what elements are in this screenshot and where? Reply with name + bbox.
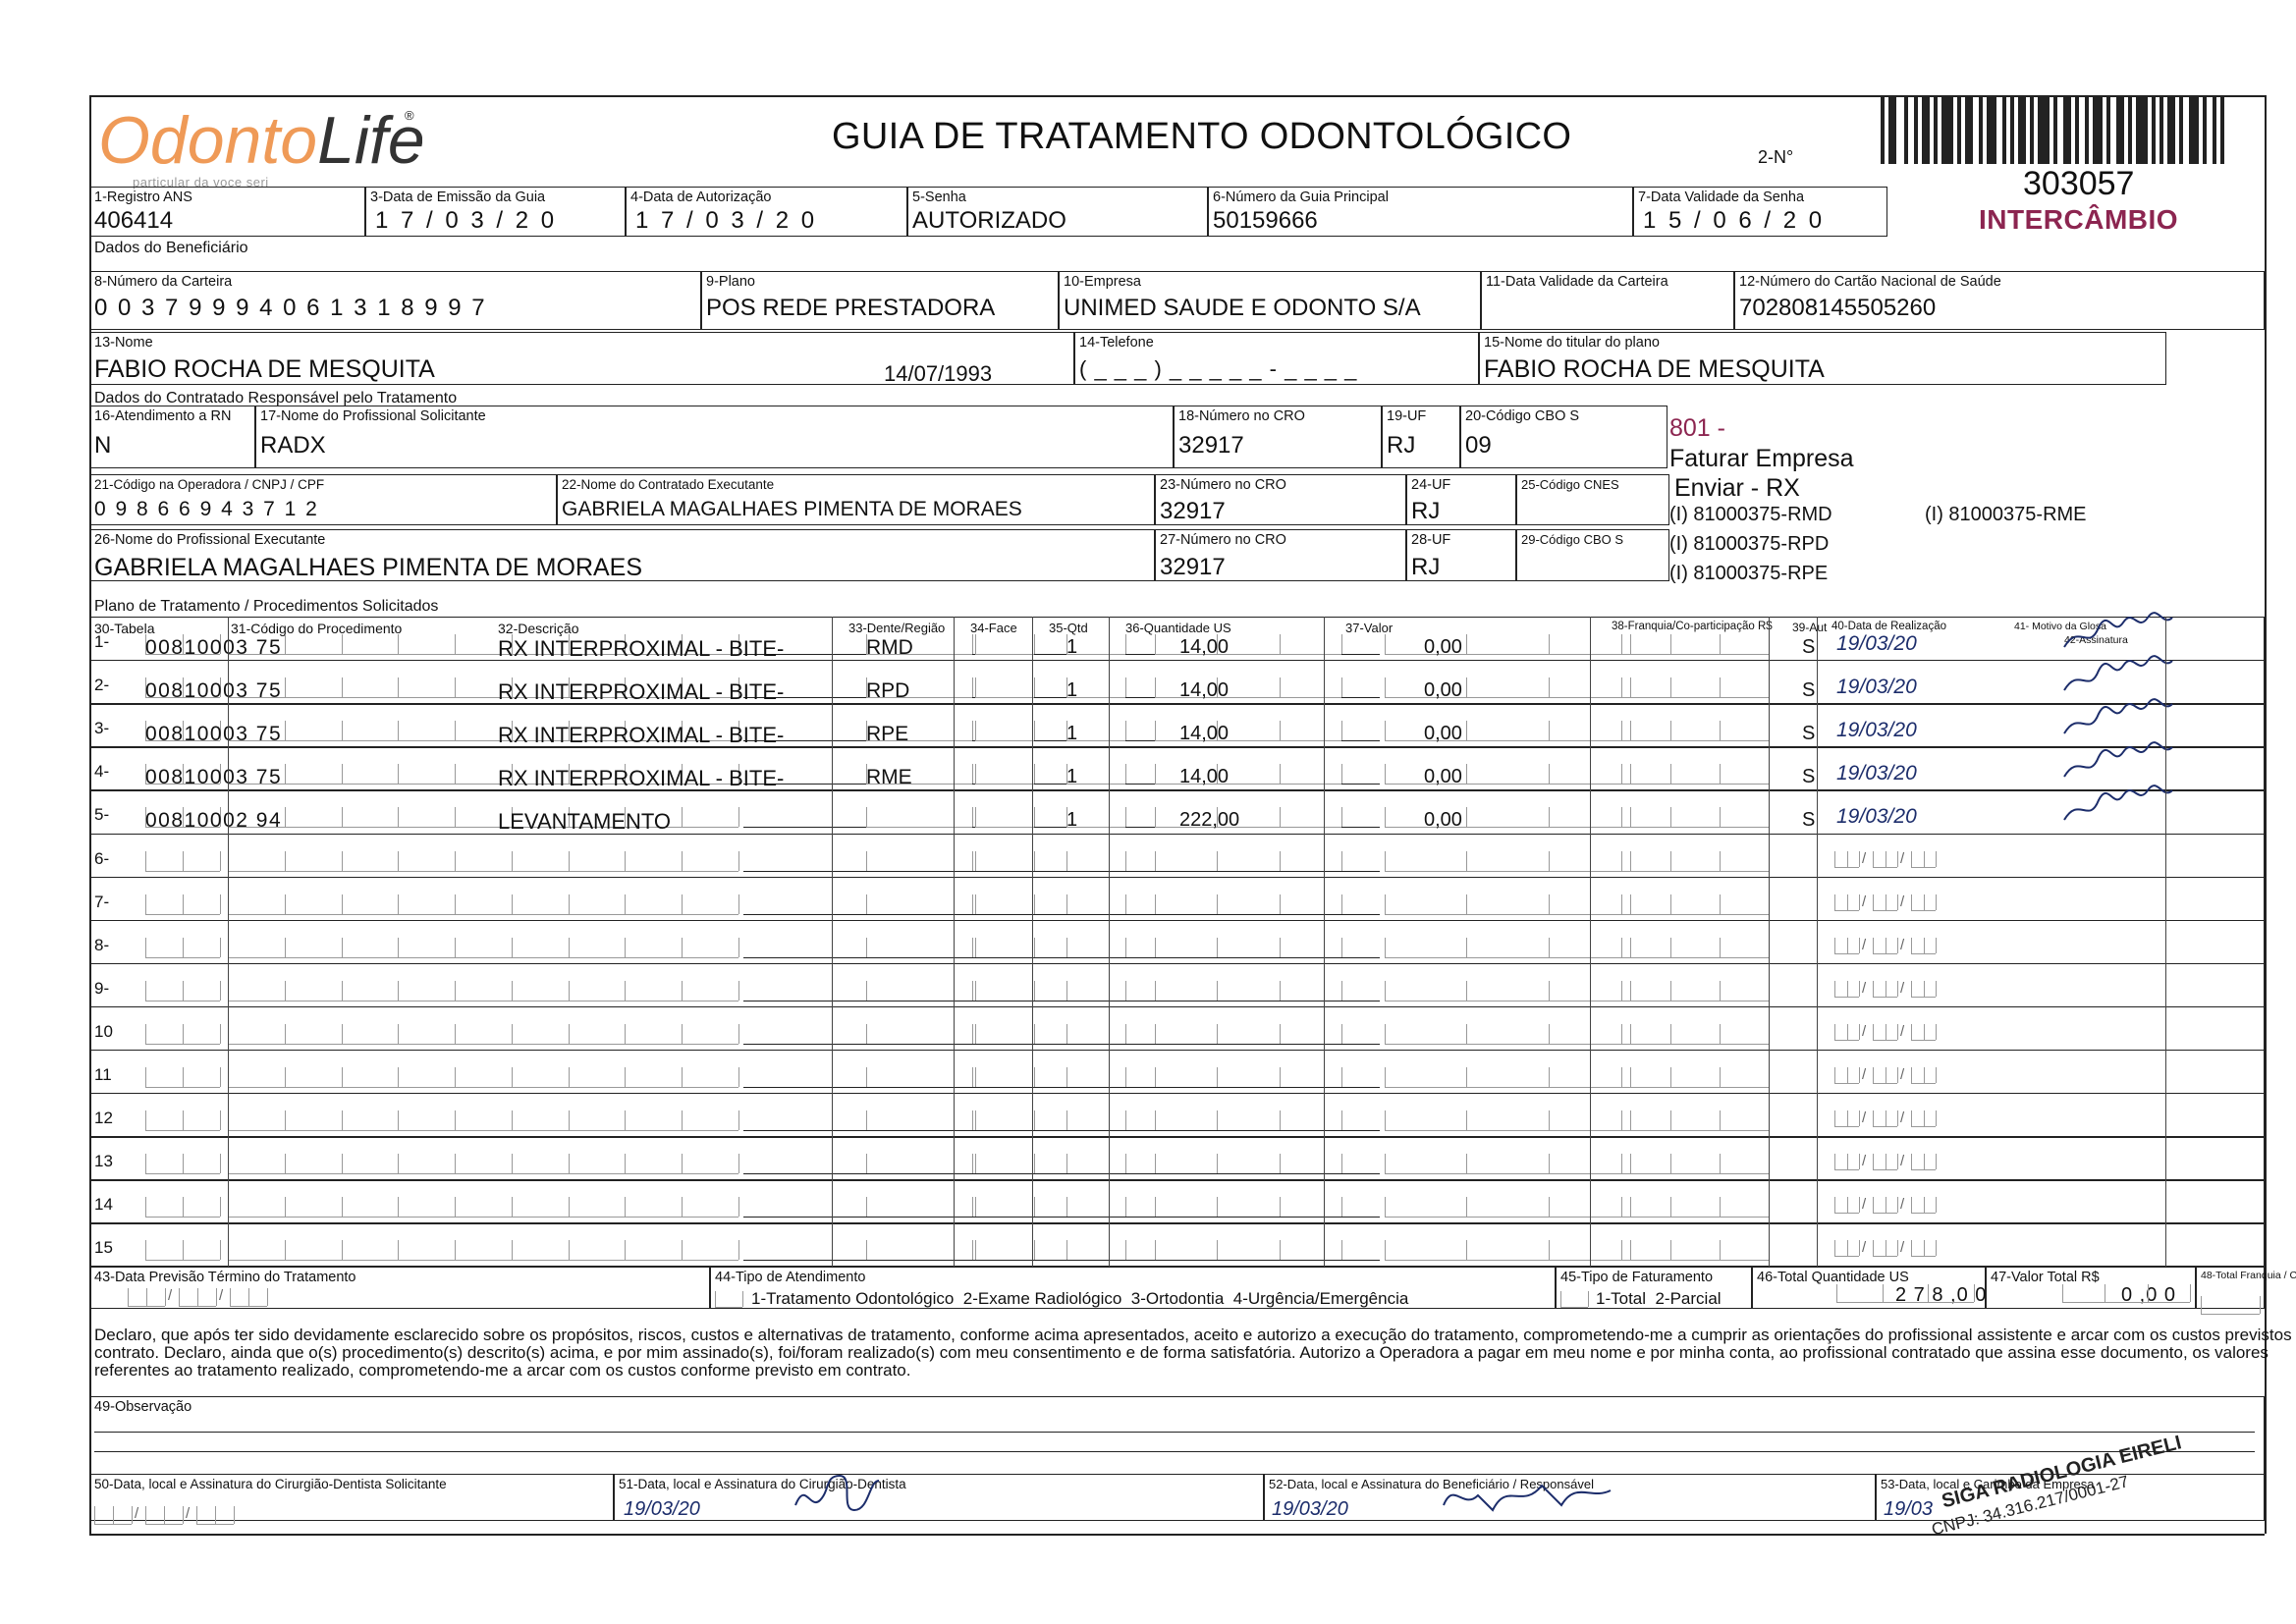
svg-text:®: ® (405, 108, 414, 123)
svg-text:OdontoLife: OdontoLife (98, 103, 422, 178)
